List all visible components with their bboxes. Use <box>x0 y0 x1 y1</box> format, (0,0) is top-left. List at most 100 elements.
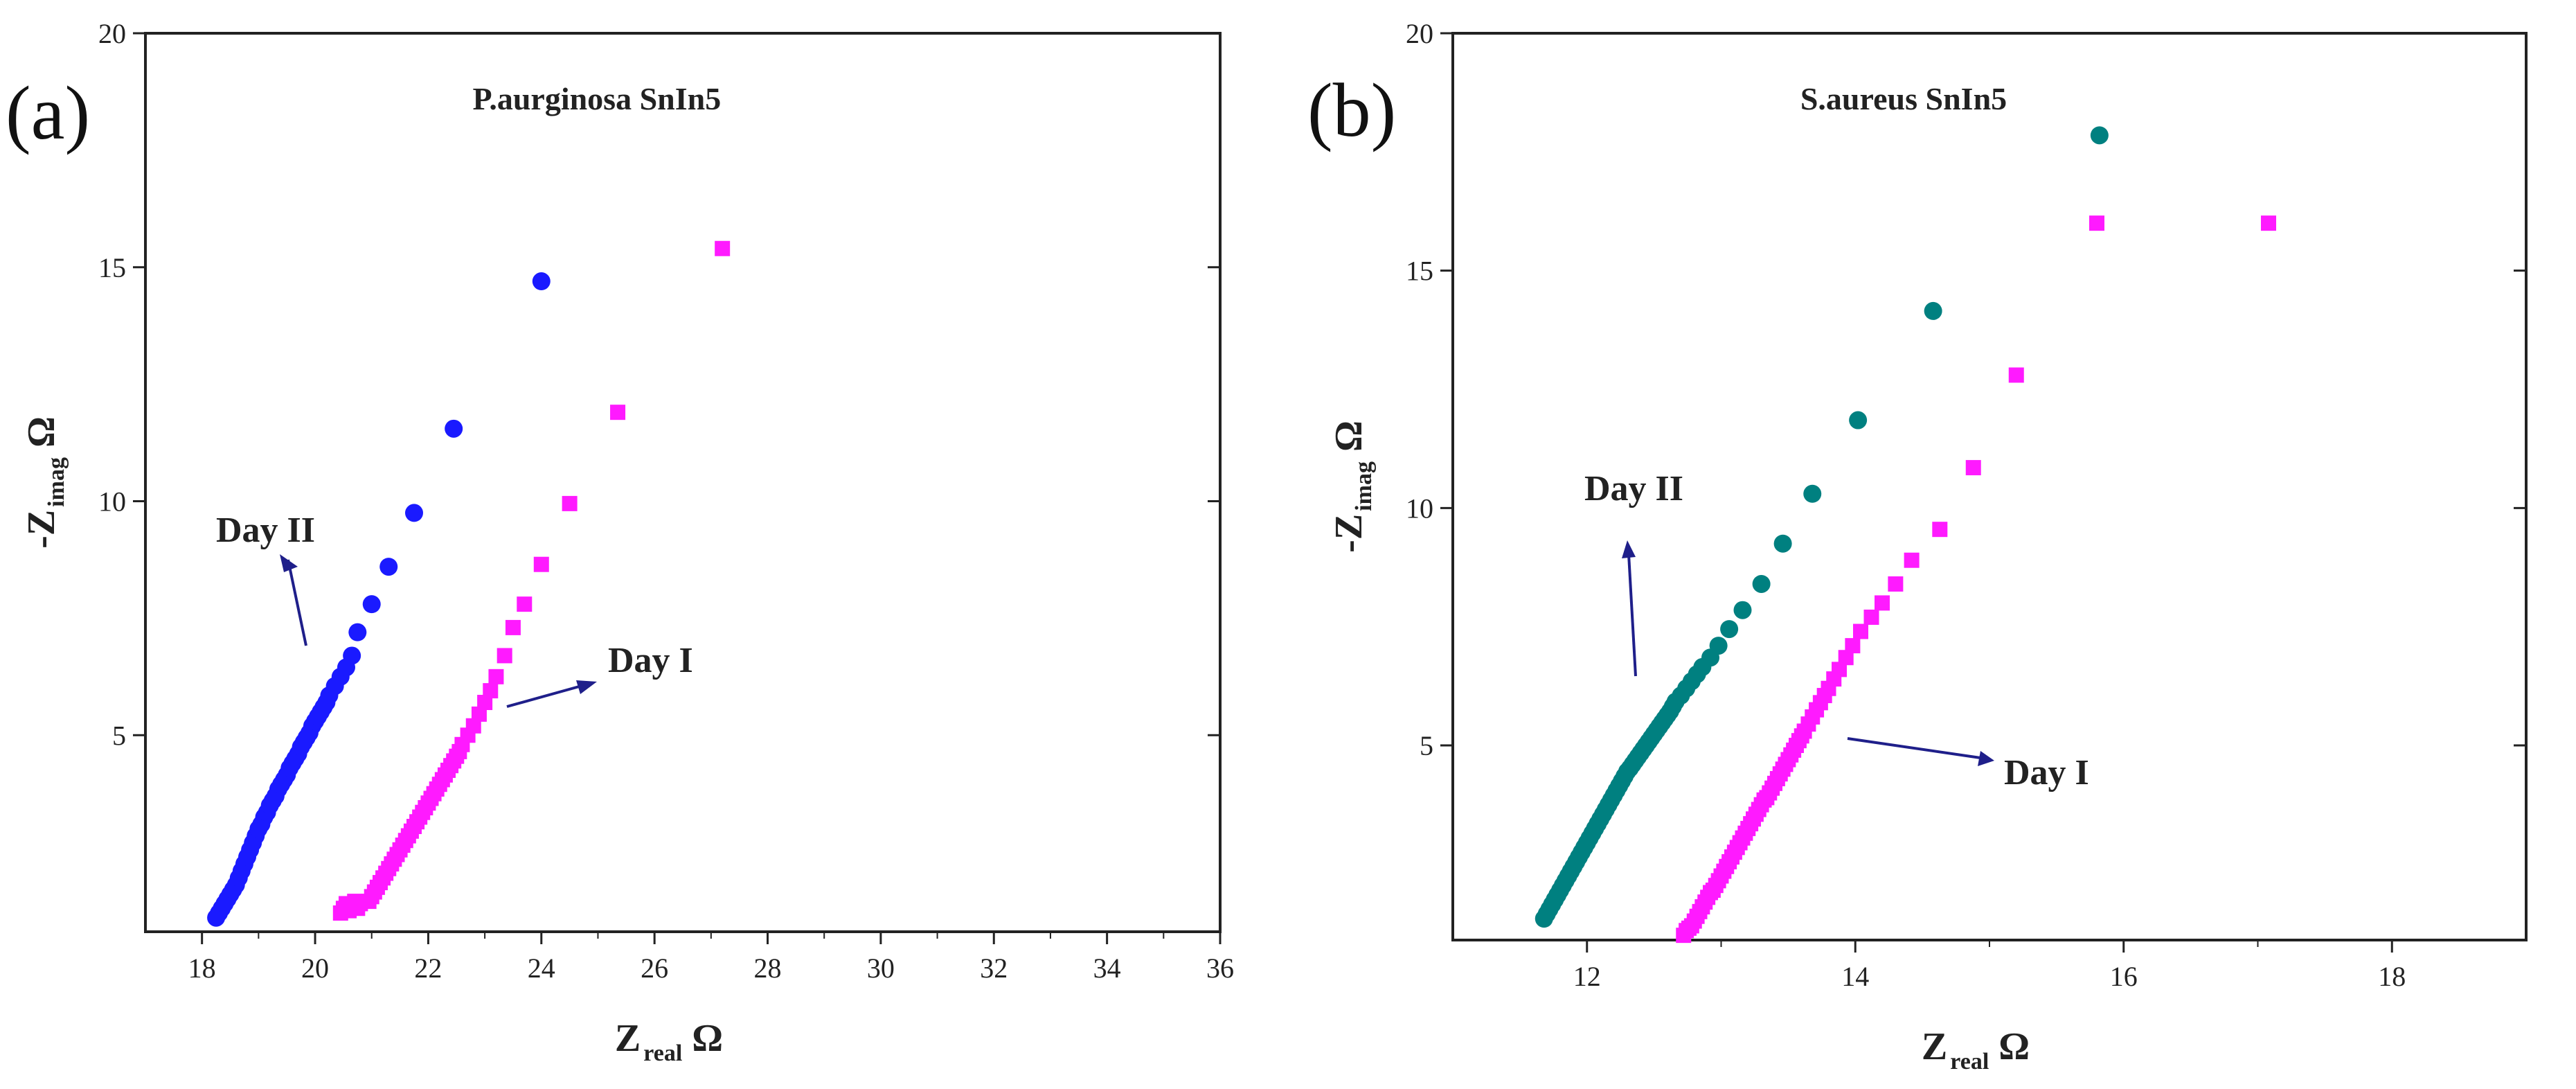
arrow-day-ii-b <box>1627 554 1637 677</box>
y-axis-label-unit-a: Ω <box>20 416 63 448</box>
y-axis-label-a: -Z imag Ω <box>20 416 69 549</box>
x-axis-label-b: Z real Ω <box>1922 1025 2030 1074</box>
x-tick-label-b-0: 12 <box>1573 961 1601 992</box>
x-axis-label-unit-b: Ω <box>1998 1025 2030 1068</box>
point-b-day-i-63 <box>2008 367 2024 383</box>
x-axis-label-unit-a: Ω <box>692 1017 723 1060</box>
x-axis-label-sub-a: real <box>643 1041 682 1066</box>
point-b-day-i-64 <box>2089 215 2104 231</box>
point-b-day-i-55 <box>1845 638 1861 654</box>
x-tick-label-a-8: 34 <box>1093 953 1121 984</box>
y-tick-label-a-1: 10 <box>98 486 126 517</box>
point-b-day-i-61 <box>1932 522 1948 538</box>
x-tick-label-b-1: 14 <box>1841 961 1869 992</box>
point-a-day-i-47 <box>488 669 504 684</box>
y-axis-ticks-a: 5 10 15 20 <box>98 18 1220 751</box>
x-tick-label-a-2: 22 <box>414 953 442 984</box>
data-series-b <box>1535 126 2276 944</box>
point-b-day-i-65 <box>2261 215 2276 231</box>
y-tick-label-b-0: 5 <box>1420 730 1433 761</box>
plot-frame-a <box>144 32 1222 933</box>
point-a-day-ii-49 <box>445 419 463 438</box>
point-b-day-ii-56 <box>1709 637 1728 655</box>
arrow-day-i-b <box>1847 737 1981 759</box>
chart-title-a: P.aurginosa SnIn5 <box>472 81 721 116</box>
x-axis-label-sub-b: real <box>1950 1049 1989 1074</box>
annotation-day-ii-a: Day II <box>216 511 315 550</box>
point-b-day-i-58 <box>1875 595 1890 611</box>
point-b-day-ii-61 <box>1803 484 1822 503</box>
point-a-day-i-52 <box>562 495 578 511</box>
y-axis-label-unit-b: Ω <box>1327 420 1370 452</box>
x-tick-label-a-9: 36 <box>1206 953 1234 984</box>
x-tick-label-a-4: 26 <box>641 953 668 984</box>
point-a-day-i-45 <box>477 694 493 710</box>
point-b-day-ii-64 <box>2090 126 2109 145</box>
y-tick-label-b-2: 15 <box>1406 256 1433 287</box>
point-a-day-ii-46 <box>362 595 381 614</box>
point-a-day-ii-45 <box>348 623 367 641</box>
point-b-day-i-54 <box>1838 650 1854 666</box>
arrowhead-day-ii-a <box>280 554 298 572</box>
point-a-day-i-54 <box>715 240 731 256</box>
panel-a: (a) P.aurginosa SnIn5 18 20 22 24 26 28 30 32 34… <box>6 18 1234 1066</box>
point-b-day-i-60 <box>1904 552 1920 568</box>
point-b-day-ii-59 <box>1752 574 1771 593</box>
panel-label-b: (b) <box>1307 68 1396 152</box>
point-b-day-ii-63 <box>1924 301 1942 320</box>
point-a-day-ii-44 <box>343 646 361 665</box>
arrowhead-day-ii-b <box>1622 540 1636 558</box>
point-a-day-i-48 <box>497 648 512 664</box>
panel-b: (b) S.aureus SnIn5 12 14 16 18 5 10 15 20 Z re… <box>1307 18 2528 1074</box>
x-tick-label-a-7: 32 <box>980 953 1008 984</box>
arrow-day-ii-a <box>287 559 307 646</box>
point-b-day-ii-60 <box>1773 534 1792 553</box>
point-b-day-ii-62 <box>1849 411 1868 430</box>
y-axis-label-main-a: -Z <box>20 510 63 549</box>
point-b-day-i-62 <box>1965 460 1981 476</box>
y-tick-label-b-1: 10 <box>1406 493 1433 524</box>
x-axis-label-main-b: Z <box>1922 1025 1947 1068</box>
x-tick-label-b-3: 18 <box>2378 961 2406 992</box>
point-b-day-i-56 <box>1853 623 1868 639</box>
point-b-day-i-53 <box>1832 662 1847 678</box>
point-a-day-i-53 <box>610 405 626 420</box>
y-axis-label-sub-b: imag <box>1351 461 1377 511</box>
x-axis-ticks-b: 12 14 16 18 <box>1573 940 2406 992</box>
arrowhead-day-i-a <box>576 680 597 694</box>
point-a-day-i-46 <box>483 683 499 699</box>
y-axis-ticks-b: 5 10 15 20 <box>1406 18 2526 761</box>
y-tick-label-a-0: 5 <box>112 720 126 751</box>
y-tick-label-b-3: 20 <box>1406 18 1433 49</box>
y-tick-label-a-2: 15 <box>98 252 126 283</box>
arrowhead-day-i-b <box>1978 751 1994 766</box>
panel-label-a: (a) <box>6 71 90 155</box>
y-axis-label-b: -Z imag Ω <box>1327 420 1377 553</box>
point-a-day-i-44 <box>471 706 487 722</box>
point-b-day-i-57 <box>1863 609 1879 625</box>
x-tick-label-a-3: 24 <box>528 953 555 984</box>
y-axis-label-sub-a: imag <box>44 457 69 507</box>
x-axis-ticks-a: 18 20 22 24 26 28 30 32 34 36 <box>188 932 1234 984</box>
x-tick-label-a-5: 28 <box>754 953 782 984</box>
x-tick-label-a-6: 30 <box>867 953 895 984</box>
x-tick-label-a-1: 20 <box>301 953 329 984</box>
point-b-day-i-59 <box>1888 576 1904 592</box>
point-a-day-i-49 <box>505 619 521 635</box>
data-series-a <box>207 240 731 927</box>
x-tick-label-a-0: 18 <box>188 953 216 984</box>
point-a-day-ii-50 <box>532 272 551 291</box>
y-axis-label-main-b: -Z <box>1327 514 1370 553</box>
point-a-day-ii-47 <box>379 558 398 576</box>
x-axis-label-main-a: Z <box>615 1017 641 1060</box>
point-b-day-ii-58 <box>1733 601 1752 619</box>
annotation-day-i-a: Day I <box>608 641 693 680</box>
arrow-day-i-a <box>506 684 582 708</box>
point-b-day-ii-57 <box>1720 620 1739 639</box>
point-a-day-i-51 <box>533 556 549 572</box>
chart-title-b: S.aureus SnIn5 <box>1800 81 2007 116</box>
point-a-day-i-50 <box>517 596 533 612</box>
annotation-day-ii-b: Day II <box>1584 469 1683 508</box>
x-axis-label-a: Z real Ω <box>615 1017 723 1066</box>
y-tick-label-a-3: 20 <box>98 18 126 49</box>
